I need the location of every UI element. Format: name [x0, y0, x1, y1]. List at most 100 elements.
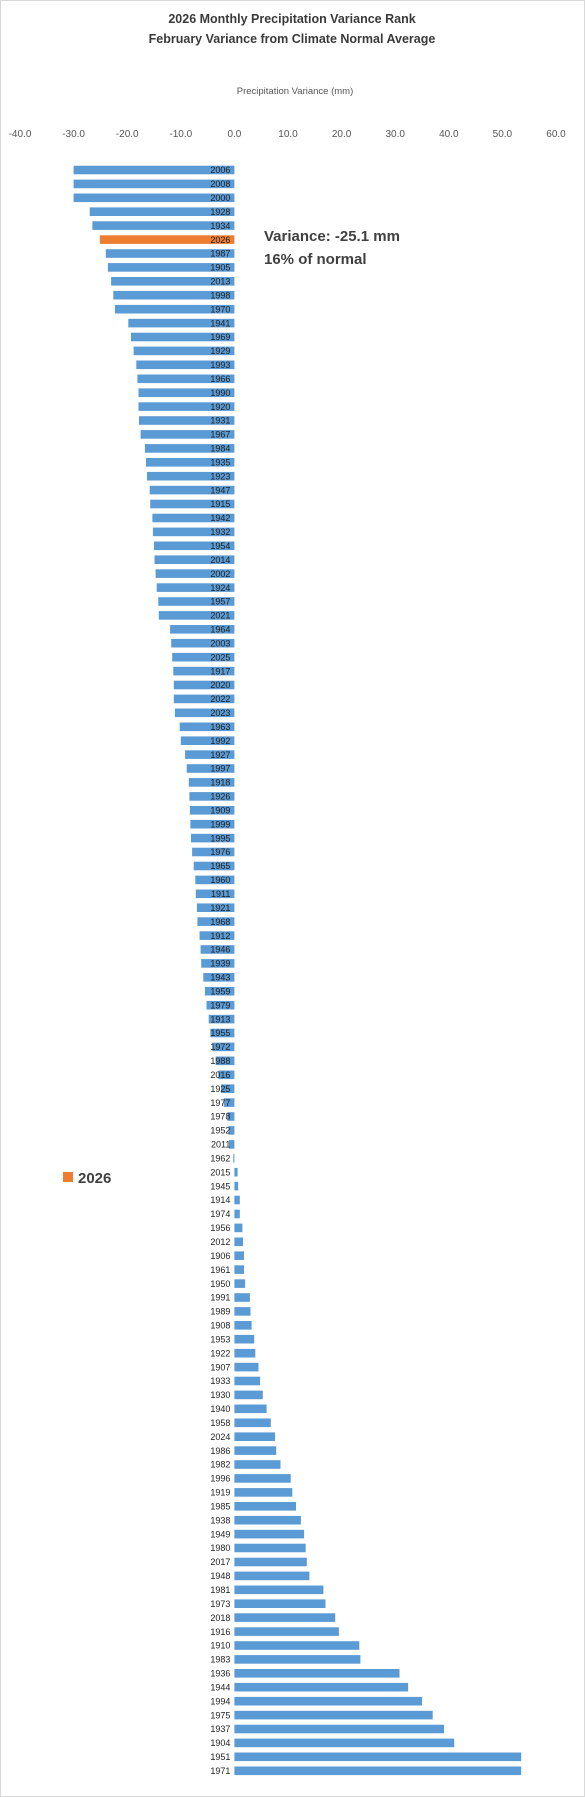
category-label-1968: 1968 [210, 917, 230, 927]
category-label-1935: 1935 [210, 458, 230, 468]
bar-1912 [199, 931, 235, 940]
legend-label-2026: 2026 [78, 1170, 111, 1187]
bar-1939 [201, 959, 235, 968]
bar-2026 [99, 235, 235, 244]
category-label-2002: 2002 [210, 569, 230, 579]
bar-1933 [234, 1376, 261, 1386]
x-tick-label: 30.0 [385, 129, 405, 140]
bar-1930 [234, 1390, 263, 1400]
bar-1943 [203, 973, 235, 982]
bar-2024 [234, 1432, 276, 1441]
category-label-2021: 2021 [210, 611, 230, 621]
bar-1956 [234, 1223, 243, 1233]
bar-1969 [131, 332, 235, 342]
bar-1924 [156, 583, 235, 592]
category-label-1997: 1997 [210, 764, 230, 774]
bar-1917 [173, 666, 235, 676]
x-tick-label: -40.0 [9, 129, 32, 140]
bar-1935 [146, 458, 235, 467]
bar-1948 [234, 1571, 310, 1581]
bar-1921 [196, 903, 235, 912]
x-tick-label: -30.0 [62, 129, 85, 140]
category-label-1934: 1934 [210, 221, 230, 231]
bar-1961 [234, 1265, 244, 1274]
category-label-1905: 1905 [210, 263, 230, 273]
category-label-1955: 1955 [210, 1028, 230, 1038]
category-label-1915: 1915 [210, 499, 230, 509]
bar-1926 [189, 792, 235, 801]
category-label-2000: 2000 [210, 193, 230, 203]
category-label-1909: 1909 [210, 806, 230, 816]
chart-title-line-1: 2026 Monthly Precipitation Variance Rank [168, 12, 415, 26]
bar-1984 [144, 444, 235, 453]
bar-1967 [140, 430, 235, 439]
bar-1991 [234, 1293, 250, 1302]
bar-2003 [171, 638, 235, 648]
bar-1905 [107, 263, 235, 272]
category-label-2016: 2016 [210, 1070, 230, 1080]
category-label-1958: 1958 [210, 1418, 230, 1428]
bar-1953 [234, 1334, 255, 1344]
bar-2011 [229, 1140, 235, 1149]
bar-1992 [180, 736, 235, 745]
category-label-1938: 1938 [210, 1515, 230, 1525]
bar-1966 [137, 374, 235, 384]
category-label-1927: 1927 [210, 750, 230, 760]
category-label-1971: 1971 [210, 1766, 230, 1776]
category-label-1961: 1961 [210, 1265, 230, 1275]
category-label-1962: 1962 [210, 1154, 230, 1164]
bar-1951 [234, 1752, 522, 1762]
bar-1958 [234, 1418, 271, 1428]
category-label-1956: 1956 [210, 1223, 230, 1233]
category-label-1946: 1946 [210, 945, 230, 955]
category-label-2014: 2014 [210, 555, 230, 565]
category-label-1941: 1941 [210, 318, 230, 328]
category-label-1974: 1974 [210, 1209, 230, 1219]
category-label-1986: 1986 [210, 1446, 230, 1456]
x-tick-label: 0.0 [227, 129, 241, 140]
category-label-2013: 2013 [210, 277, 230, 287]
bar-1960 [195, 875, 235, 885]
bar-1915 [150, 499, 235, 509]
category-label-1936: 1936 [210, 1669, 230, 1679]
category-label-1933: 1933 [210, 1376, 230, 1386]
category-label-2015: 2015 [210, 1167, 230, 1177]
bar-2006 [73, 165, 235, 175]
category-label-1925: 1925 [210, 1084, 230, 1094]
bar-1942 [152, 513, 235, 523]
bar-2023 [174, 708, 235, 718]
category-label-1918: 1918 [210, 778, 230, 788]
category-label-1989: 1989 [210, 1307, 230, 1317]
category-label-1907: 1907 [210, 1362, 230, 1372]
annotation-variance: Variance: -25.1 mm [264, 228, 400, 245]
bar-1977 [223, 1098, 235, 1107]
bar-1962 [233, 1154, 235, 1163]
bar-1955 [210, 1028, 235, 1038]
x-tick-label: 60.0 [546, 129, 566, 140]
bar-1996 [234, 1474, 291, 1483]
category-label-1994: 1994 [210, 1696, 230, 1706]
category-label-1973: 1973 [210, 1599, 230, 1609]
category-label-1919: 1919 [210, 1488, 230, 1498]
bar-2021 [158, 611, 235, 620]
category-label-1948: 1948 [210, 1571, 230, 1581]
bar-1923 [147, 471, 235, 481]
category-label-1991: 1991 [210, 1293, 230, 1303]
bar-1989 [234, 1307, 251, 1316]
bar-1929 [133, 346, 235, 356]
bar-1925 [221, 1084, 235, 1093]
bar-1938 [234, 1515, 301, 1525]
bar-1934 [92, 221, 235, 230]
category-label-1960: 1960 [210, 875, 230, 885]
category-labels: 2006 2008 2000 1928 1934 2026 1987 1905 2013 1998… [210, 165, 230, 1776]
category-label-2017: 2017 [210, 1557, 230, 1567]
category-label-1952: 1952 [210, 1126, 230, 1136]
category-label-1984: 1984 [210, 444, 230, 454]
bar-1978 [227, 1112, 235, 1121]
category-label-1931: 1931 [210, 416, 230, 426]
bar-1927 [185, 750, 235, 759]
category-label-1987: 1987 [210, 249, 230, 259]
category-label-1993: 1993 [210, 360, 230, 370]
category-label-2026: 2026 [210, 235, 230, 245]
